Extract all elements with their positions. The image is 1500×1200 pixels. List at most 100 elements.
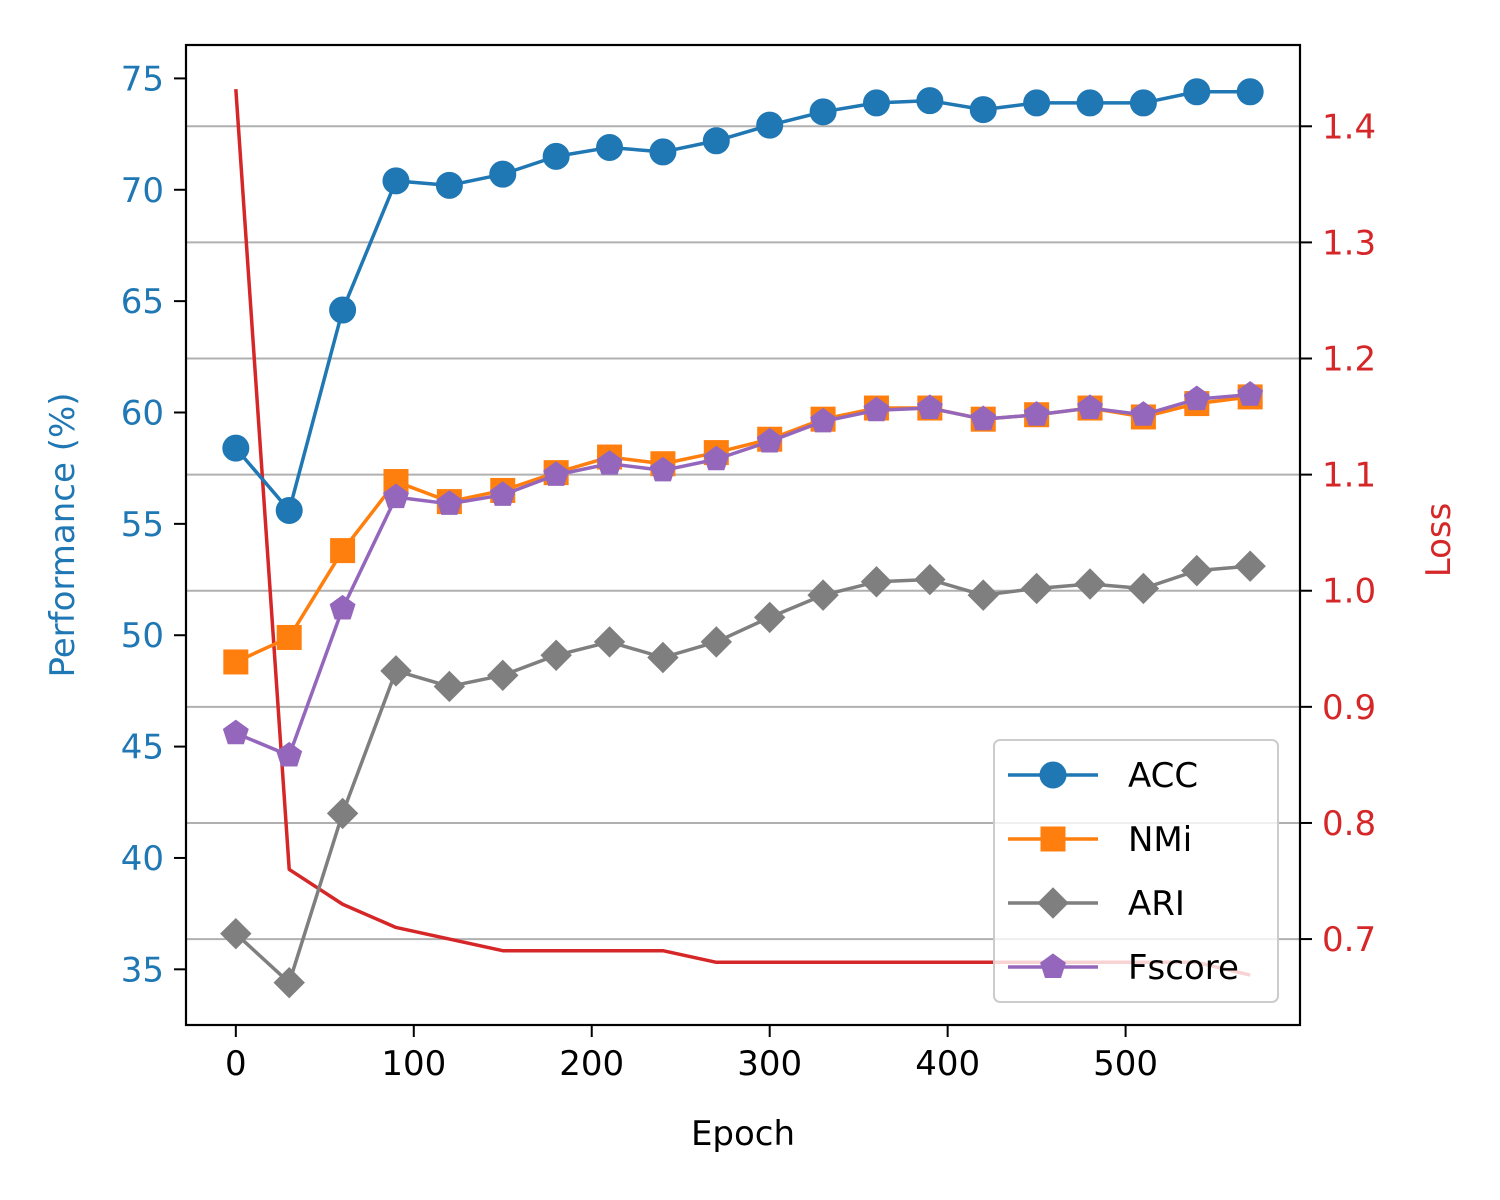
acc-point	[1129, 89, 1157, 117]
x-tick-label: 500	[1093, 1044, 1158, 1084]
y-right-tick-label: 1.2	[1322, 340, 1376, 380]
acc-point	[435, 171, 463, 199]
ari-point	[1074, 568, 1106, 600]
fscore-point	[329, 594, 356, 620]
ari-point	[433, 670, 466, 703]
x-axis-label: Epoch	[691, 1114, 795, 1154]
ari-point	[914, 563, 946, 596]
legend-items: ACC NMi ARI Fscore	[1008, 756, 1239, 988]
fscore-point	[276, 741, 303, 767]
fscore-point	[916, 394, 943, 420]
series-fscore	[222, 381, 1264, 767]
acc-point	[649, 138, 677, 166]
acc-point	[702, 127, 730, 155]
y-right-tick-label: 0.9	[1322, 688, 1376, 728]
legend-marker-nmi	[1040, 826, 1066, 852]
y-right-tick-label: 1.0	[1322, 572, 1376, 612]
ari-point	[1234, 550, 1266, 582]
y-left-tick-label: 70	[121, 171, 164, 211]
y-left-tick-label: 65	[121, 282, 164, 322]
plot-frame	[184, 43, 1302, 1027]
acc-point	[596, 133, 624, 161]
legend: ACC NMi ARI Fscore	[993, 739, 1279, 1003]
fscore-point	[1023, 401, 1050, 426]
acc-point	[1076, 89, 1104, 117]
ari-point	[753, 601, 786, 634]
fscore-point	[1237, 381, 1264, 406]
legend-label-fscore: Fscore	[1128, 948, 1239, 988]
acc-point	[329, 296, 357, 324]
acc-point	[382, 167, 410, 195]
y-left-tick-label: 35	[121, 950, 164, 990]
ari-point	[860, 566, 893, 598]
fscore-point	[489, 481, 516, 506]
ari-point	[487, 659, 519, 692]
fscore-point	[649, 456, 676, 482]
y-right-tick-label: 0.7	[1322, 920, 1376, 960]
performance-series	[220, 78, 1266, 999]
acc-point	[756, 111, 784, 139]
ari-point	[807, 579, 839, 611]
acc-point	[542, 142, 570, 170]
y-right-tick-label: 1.1	[1322, 456, 1376, 496]
x-tick-label: 100	[381, 1044, 446, 1084]
nmi-point	[276, 624, 302, 650]
x-tick-label: 0	[225, 1044, 247, 1084]
fscore-point	[383, 483, 409, 509]
fscore-point	[1130, 401, 1157, 426]
ari-point	[647, 641, 679, 674]
ari-point	[273, 966, 305, 999]
legend-marker-ari	[1037, 887, 1069, 919]
y-left-tick-label: 55	[121, 505, 164, 545]
nmi-point	[330, 538, 356, 564]
acc-point	[1183, 78, 1211, 106]
acc-point	[916, 87, 944, 115]
ari-point	[380, 655, 412, 687]
acc-point	[222, 434, 250, 462]
nmi-point	[223, 649, 249, 675]
legend-marker-acc	[1039, 761, 1067, 789]
acc-point	[275, 497, 303, 524]
legend-item-fscore: Fscore	[1008, 948, 1239, 988]
series-ari	[220, 550, 1266, 999]
ari-point	[967, 579, 999, 611]
legend-item-acc: ACC	[1008, 756, 1198, 796]
ari-point	[700, 626, 733, 658]
ari-point	[1020, 572, 1053, 605]
axes: 0 100 200 300 400 500 35 40 45 50 55 60 65 70 75 0.7 0.8…	[121, 59, 1376, 1084]
legend-item-ari: ARI	[1008, 884, 1185, 924]
y-axis-right-label: Loss	[1419, 503, 1459, 578]
acc-point	[1236, 78, 1264, 106]
series-acc	[222, 78, 1264, 524]
ari-point	[220, 917, 252, 950]
fscore-point	[863, 396, 890, 422]
y-axis-left-label: Performance (%)	[43, 392, 83, 677]
ari-point	[1127, 572, 1160, 605]
fscore-point	[1077, 394, 1103, 420]
legend-label-acc: ACC	[1128, 756, 1198, 796]
ari-point	[593, 626, 626, 658]
y-left-tick-label: 40	[121, 839, 164, 879]
fscore-point	[810, 407, 837, 433]
y-left-tick-label: 50	[121, 616, 164, 656]
acc-point	[1023, 89, 1051, 117]
y-right-tick-label: 0.8	[1322, 804, 1376, 844]
ari-point	[540, 639, 572, 671]
fscore-point	[222, 719, 249, 745]
acc-point	[489, 160, 517, 188]
y-left-tick-label: 45	[121, 728, 164, 768]
acc-point	[862, 89, 890, 117]
y-right-tick-label: 1.4	[1322, 107, 1376, 147]
legend-marker-fscore	[1040, 953, 1066, 979]
acc-point	[969, 96, 997, 124]
fscore-point	[1183, 385, 1210, 411]
y-right-tick-label: 1.3	[1322, 223, 1376, 263]
legend-label-nmi: NMi	[1128, 820, 1192, 860]
x-tick-label: 400	[915, 1044, 980, 1084]
y-left-tick-label: 75	[121, 59, 164, 99]
fscore-point	[970, 405, 997, 431]
fscore-point	[543, 461, 570, 486]
x-tick-label: 300	[737, 1044, 802, 1084]
